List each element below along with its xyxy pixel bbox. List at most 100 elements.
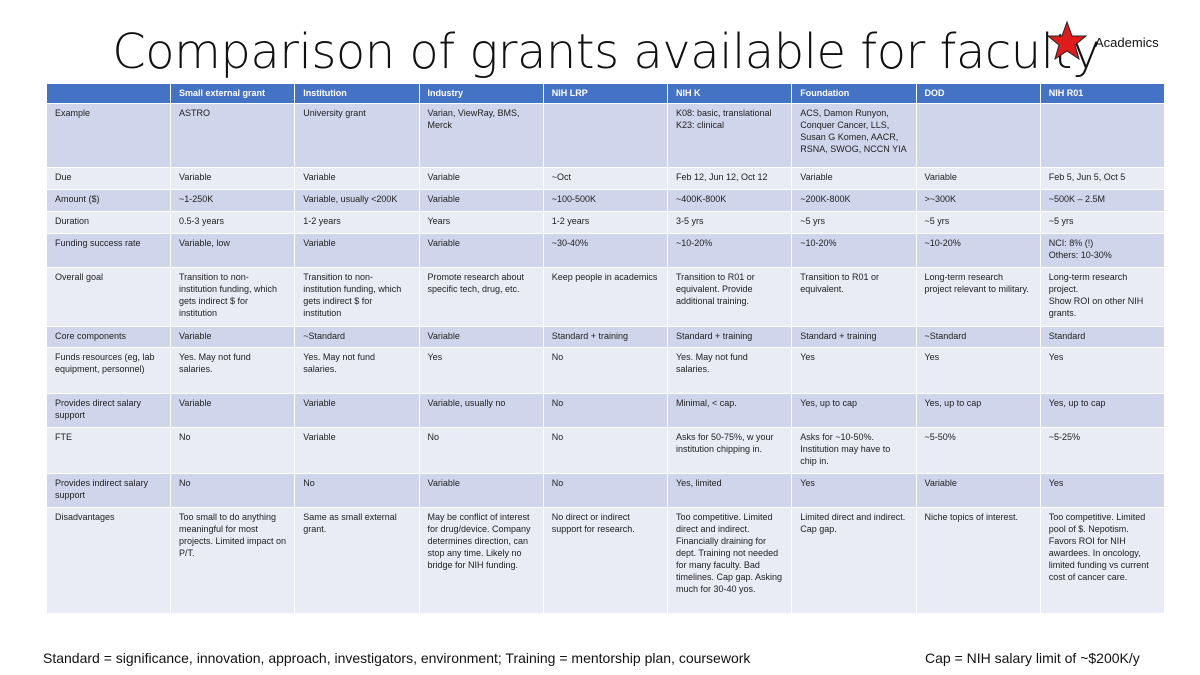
table-cell: 1-2 years bbox=[295, 212, 419, 233]
row-label: Overall goal bbox=[47, 268, 170, 326]
table-cell: Transition to R01 or equivalent. bbox=[792, 268, 916, 326]
table-cell: Feb 12, Jun 12, Oct 12 bbox=[668, 168, 792, 189]
table-cell: Variable, usually no bbox=[419, 394, 543, 427]
table-cell: No bbox=[543, 348, 667, 393]
table-cell: No bbox=[543, 474, 667, 507]
row-label: Example bbox=[47, 104, 170, 167]
column-header: Foundation bbox=[792, 84, 916, 103]
table-cell: Long-term research project. Show ROI on … bbox=[1040, 268, 1164, 326]
table-cell: Variable bbox=[419, 234, 543, 267]
table-row: Overall goal Transition to non-institutio… bbox=[47, 268, 1164, 326]
table-cell: ~5-50% bbox=[916, 428, 1040, 473]
table-cell: Variable bbox=[295, 394, 419, 427]
table-cell: Standard + training bbox=[543, 327, 667, 347]
table-cell: Variable bbox=[419, 190, 543, 211]
table-cell: Standard + training bbox=[668, 327, 792, 347]
table-row: Amount ($) ~1-250K Variable, usually <200K… bbox=[47, 190, 1164, 211]
table-cell: Variable bbox=[419, 327, 543, 347]
table-cell: ~5-25% bbox=[1040, 428, 1164, 473]
row-label: Funds resources (eg, lab equipment, pers… bbox=[47, 348, 170, 393]
footnote: Cap = NIH salary limit of ~$200K/y bbox=[925, 650, 1140, 666]
table-cell: Variable bbox=[419, 168, 543, 189]
table-cell: Limited direct and indirect. Cap gap. bbox=[792, 508, 916, 613]
table-cell: Minimal, < cap. bbox=[668, 394, 792, 427]
row-label: Core components bbox=[47, 327, 170, 347]
table-cell: ~10-20% bbox=[916, 234, 1040, 267]
slide-title: Comparison of grants available for facul… bbox=[112, 24, 1100, 80]
table-row: Funding success rate Variable, low Variabl… bbox=[47, 234, 1164, 267]
row-label: Duration bbox=[47, 212, 170, 233]
table-cell: No direct or indirect support for resear… bbox=[543, 508, 667, 613]
table-cell: Same as small external grant. bbox=[295, 508, 419, 613]
table-cell: ~5 yrs bbox=[1040, 212, 1164, 233]
table-cell: Standard + training bbox=[792, 327, 916, 347]
table-cell: Variable bbox=[792, 168, 916, 189]
table-row: Provides direct salary support Variable Va… bbox=[47, 394, 1164, 427]
table-cell: Years bbox=[419, 212, 543, 233]
footnote: Standard = significance, innovation, app… bbox=[43, 650, 751, 666]
table-cell: Variable bbox=[295, 168, 419, 189]
table-cell: ~Standard bbox=[916, 327, 1040, 347]
table-cell: May be conflict of interest for drug/dev… bbox=[419, 508, 543, 613]
table-cell: ~5 yrs bbox=[792, 212, 916, 233]
table-cell: Yes, up to cap bbox=[916, 394, 1040, 427]
table-cell: Asks for ~10-50%. Institution may have t… bbox=[792, 428, 916, 473]
table-cell: Variable, low bbox=[171, 234, 295, 267]
table-cell: K08: basic, translational K23: clinical bbox=[668, 104, 792, 167]
table-cell: ~30-40% bbox=[543, 234, 667, 267]
column-header: Industry bbox=[419, 84, 543, 103]
table-cell: 0.5-3 years bbox=[171, 212, 295, 233]
table-cell: Varian, ViewRay, BMS, Merck bbox=[419, 104, 543, 167]
table-cell: Long-term research project relevant to m… bbox=[916, 268, 1040, 326]
row-label: Provides indirect salary support bbox=[47, 474, 170, 507]
table-cell: Variable bbox=[171, 327, 295, 347]
table-row: Duration 0.5-3 years 1-2 years Years 1-2 yea… bbox=[47, 212, 1164, 233]
table-cell: Feb 5, Jun 5, Oct 5 bbox=[1040, 168, 1164, 189]
table-cell: Too competitive. Limited pool of $. Nepo… bbox=[1040, 508, 1164, 613]
column-header: Small external grant bbox=[171, 84, 295, 103]
table-cell: Yes bbox=[419, 348, 543, 393]
table-cell: ~10-20% bbox=[792, 234, 916, 267]
table-cell: Transition to R01 or equivalent. Provide… bbox=[668, 268, 792, 326]
table-cell: Yes, up to cap bbox=[792, 394, 916, 427]
header-cell bbox=[47, 84, 170, 103]
table-cell: ~Oct bbox=[543, 168, 667, 189]
table-row: Example ASTRO University grant Varian, View… bbox=[47, 104, 1164, 167]
header-row: Small external grant Institution Industry N… bbox=[47, 84, 1164, 103]
table-cell: Yes, up to cap bbox=[1040, 394, 1164, 427]
table-cell: Variable bbox=[295, 428, 419, 473]
table-cell: Niche topics of interest. bbox=[916, 508, 1040, 613]
table-cell: ~100-500K bbox=[543, 190, 667, 211]
table-cell: >~300K bbox=[916, 190, 1040, 211]
table-cell: Transition to non-institution funding, w… bbox=[295, 268, 419, 326]
table-cell bbox=[1040, 104, 1164, 167]
table-cell: Yes bbox=[1040, 474, 1164, 507]
table-row: Disadvantages Too small to do anything me… bbox=[47, 508, 1164, 613]
table-cell: NCI: 8% (!) Others: 10-30% bbox=[1040, 234, 1164, 267]
table-cell: Promote research about specific tech, dr… bbox=[419, 268, 543, 326]
table-cell: ~200K-800K bbox=[792, 190, 916, 211]
table-row: Core components Variable ~Standard Variable… bbox=[47, 327, 1164, 347]
table-cell: Variable bbox=[916, 474, 1040, 507]
table-cell: Transition to non-institution funding, w… bbox=[171, 268, 295, 326]
table-cell: No bbox=[543, 394, 667, 427]
table-cell: Yes bbox=[1040, 348, 1164, 393]
table-cell: ~400K-800K bbox=[668, 190, 792, 211]
table-cell: Standard bbox=[1040, 327, 1164, 347]
column-header: DOD bbox=[916, 84, 1040, 103]
table-cell bbox=[916, 104, 1040, 167]
table-cell: ~5 yrs bbox=[916, 212, 1040, 233]
table-cell: Yes bbox=[792, 474, 916, 507]
table-row: Provides indirect salary support No No Vari… bbox=[47, 474, 1164, 507]
table-cell: Too competitive. Limited direct and indi… bbox=[668, 508, 792, 613]
table-cell: Variable bbox=[419, 474, 543, 507]
table-cell: ASTRO bbox=[171, 104, 295, 167]
table-cell: 1-2 years bbox=[543, 212, 667, 233]
row-label: Due bbox=[47, 168, 170, 189]
table-cell: Variable bbox=[916, 168, 1040, 189]
table-cell: 3-5 yrs bbox=[668, 212, 792, 233]
table-row: FTE No Variable No No Asks for 50-75%, w your… bbox=[47, 428, 1164, 473]
table-cell: ~10-20% bbox=[668, 234, 792, 267]
table-cell: ~Standard bbox=[295, 327, 419, 347]
